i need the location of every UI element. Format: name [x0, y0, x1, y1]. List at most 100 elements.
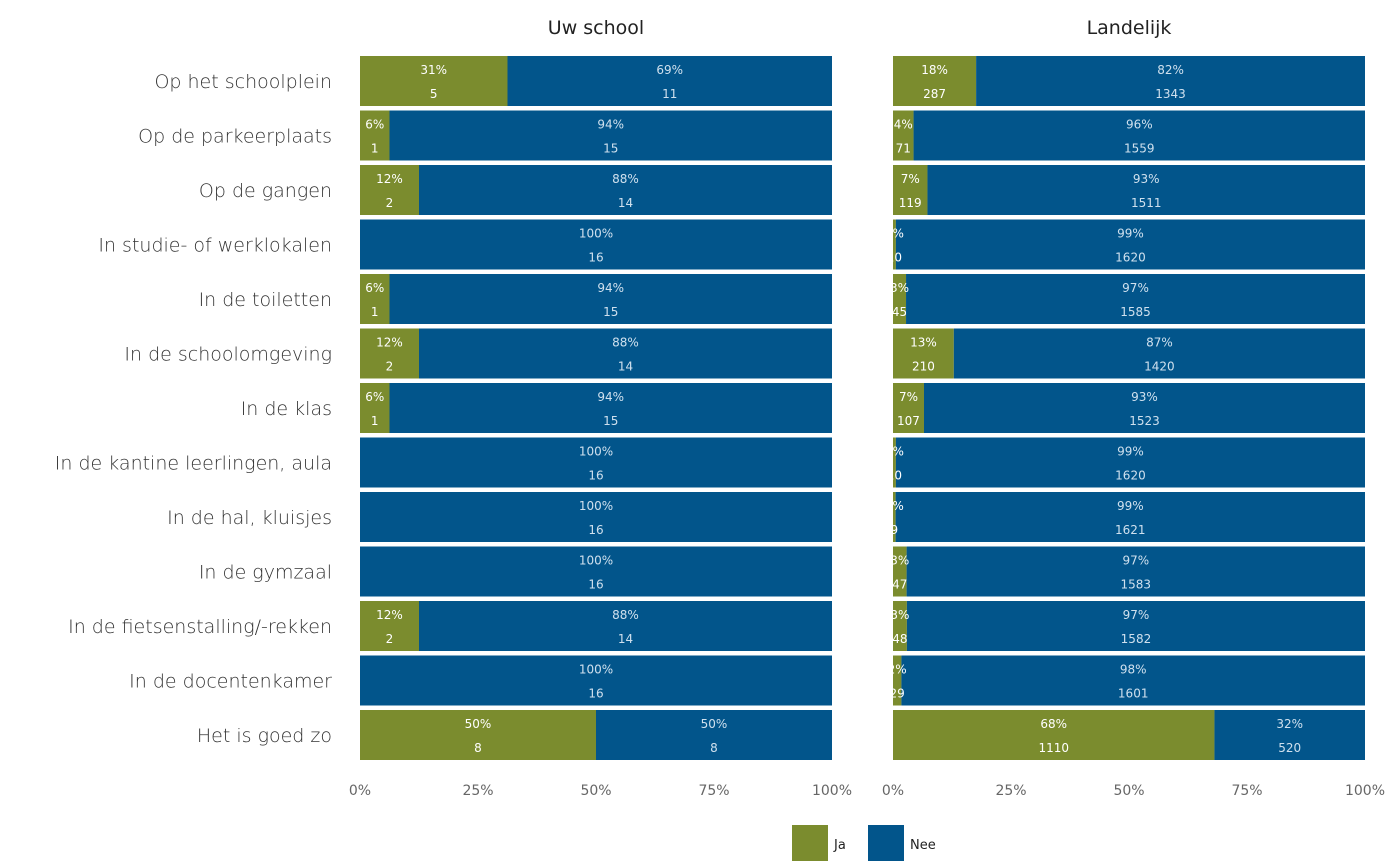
panel-title: Landelijk: [1087, 17, 1172, 39]
bar-segment-nee: [360, 546, 832, 597]
data-label-nee-percent: 94%: [597, 118, 624, 132]
data-label-nee-count: 1511: [1131, 196, 1162, 210]
data-label-ja-count: 1110: [1038, 741, 1069, 755]
data-label-ja-percent: 12%: [376, 172, 403, 186]
data-label-nee-count: 16: [588, 578, 603, 592]
data-label-ja-percent: 7%: [899, 390, 918, 404]
data-label-nee-percent: 88%: [612, 336, 639, 350]
data-label-nee-count: 1559: [1124, 142, 1155, 156]
bar-segment-nee: [389, 110, 832, 161]
data-label-ja-percent: 31%: [420, 63, 447, 77]
data-label-ja-percent: 1%: [885, 227, 904, 241]
data-label-nee-percent: 99%: [1117, 499, 1144, 513]
bar-segment-ja: [360, 601, 419, 651]
data-label-ja-count: 2: [386, 632, 394, 646]
data-label-nee-count: 14: [618, 360, 633, 374]
data-label-ja-count: 47: [892, 578, 907, 592]
data-label-nee-count: 1582: [1121, 632, 1152, 646]
data-label-nee-count: 14: [618, 196, 633, 210]
data-label-nee-count: 1620: [1115, 469, 1146, 483]
data-label-nee-count: 1343: [1155, 87, 1186, 101]
data-label-nee-count: 1620: [1115, 251, 1146, 265]
data-label-nee-percent: 94%: [597, 281, 624, 295]
x-tick-label: 100%: [812, 783, 852, 799]
data-label-nee-count: 16: [588, 523, 603, 537]
bar-segment-nee: [419, 165, 832, 215]
bar-segment-nee: [901, 655, 1365, 706]
data-label-nee-percent: 98%: [1120, 663, 1147, 677]
x-tick-label: 100%: [1345, 783, 1385, 799]
bar-segment-ja: [893, 383, 924, 433]
data-label-ja-count: 1: [371, 414, 379, 428]
bar-segment-nee: [360, 219, 832, 270]
data-label-ja-count: 107: [897, 414, 920, 428]
data-label-nee-count: 8: [710, 741, 718, 755]
data-label-ja-count: 9: [890, 523, 898, 537]
data-label-nee-percent: 100%: [579, 554, 613, 568]
bar-segment-nee: [389, 274, 832, 324]
bar-segment-nee: [1214, 710, 1365, 760]
data-label-nee-count: 1420: [1144, 360, 1175, 374]
data-label-ja-count: 29: [890, 687, 905, 701]
data-label-nee-percent: 69%: [656, 63, 683, 77]
data-label-nee-count: 15: [603, 414, 618, 428]
x-tick-label: 75%: [698, 783, 729, 799]
data-label-nee-percent: 100%: [579, 663, 613, 677]
data-label-ja-percent: 3%: [890, 554, 909, 568]
category-label: In de hal, kluisjes: [167, 507, 332, 529]
category-label: Op de gangen: [199, 180, 332, 202]
data-label-nee-count: 16: [588, 687, 603, 701]
data-label-nee-count: 1583: [1121, 578, 1152, 592]
data-label-ja-count: 5: [430, 87, 438, 101]
data-label-nee-count: 15: [603, 305, 618, 319]
bar-segment-ja: [360, 383, 390, 433]
data-label-nee-percent: 100%: [579, 499, 613, 513]
bar-segment-nee: [389, 383, 832, 433]
bar-segment-ja: [893, 328, 954, 379]
bar-segment-nee: [360, 492, 832, 542]
bar-segment-nee: [976, 56, 1365, 106]
bar-segment-ja: [360, 710, 596, 760]
legend-swatch-nee: [868, 825, 904, 861]
data-label-ja-percent: 6%: [365, 118, 384, 132]
bar-segment-ja: [893, 56, 977, 106]
data-label-ja-percent: 50%: [465, 717, 492, 731]
data-label-ja-count: 71: [896, 142, 911, 156]
data-label-nee-count: 1585: [1120, 305, 1151, 319]
data-label-ja-count: 1: [371, 305, 379, 319]
bar-segment-ja: [893, 492, 896, 542]
data-label-ja-count: 10: [887, 251, 902, 265]
data-label-ja-percent: 12%: [376, 608, 403, 622]
data-label-nee-percent: 94%: [597, 390, 624, 404]
x-tick-label: 25%: [995, 783, 1026, 799]
data-label-nee-percent: 32%: [1276, 717, 1303, 731]
bar-segment-ja: [893, 219, 896, 270]
category-label: In de schoolomgeving: [124, 344, 332, 366]
bar-segment-nee: [419, 328, 832, 379]
bar-segment-ja: [360, 56, 508, 106]
data-label-nee-percent: 96%: [1126, 118, 1153, 132]
data-label-ja-percent: 13%: [910, 336, 937, 350]
data-label-ja-percent: 1%: [885, 445, 904, 459]
bar-segment-ja: [893, 165, 928, 215]
data-label-ja-percent: 3%: [890, 608, 909, 622]
data-label-nee-percent: 100%: [579, 445, 613, 459]
category-label: Het is goed zo: [197, 725, 332, 747]
category-label: In de fietsenstalling/-rekken: [68, 616, 332, 638]
data-label-nee-percent: 50%: [701, 717, 728, 731]
x-tick-label: 50%: [580, 783, 611, 799]
data-label-nee-percent: 99%: [1117, 227, 1144, 241]
bar-segment-ja: [360, 110, 390, 161]
bar-segment-ja: [893, 601, 907, 651]
data-label-nee-percent: 82%: [1157, 63, 1184, 77]
bar-segment-nee: [923, 383, 1365, 433]
data-label-ja-percent: 6%: [365, 390, 384, 404]
category-label: In de toiletten: [199, 289, 332, 311]
bar-segment-nee: [906, 601, 1365, 651]
bar-segment-nee: [596, 710, 832, 760]
data-label-ja-percent: 12%: [376, 336, 403, 350]
bar-segment-nee: [419, 601, 832, 651]
bar-segment-nee: [895, 437, 1365, 488]
bar-segment-ja: [893, 546, 907, 597]
